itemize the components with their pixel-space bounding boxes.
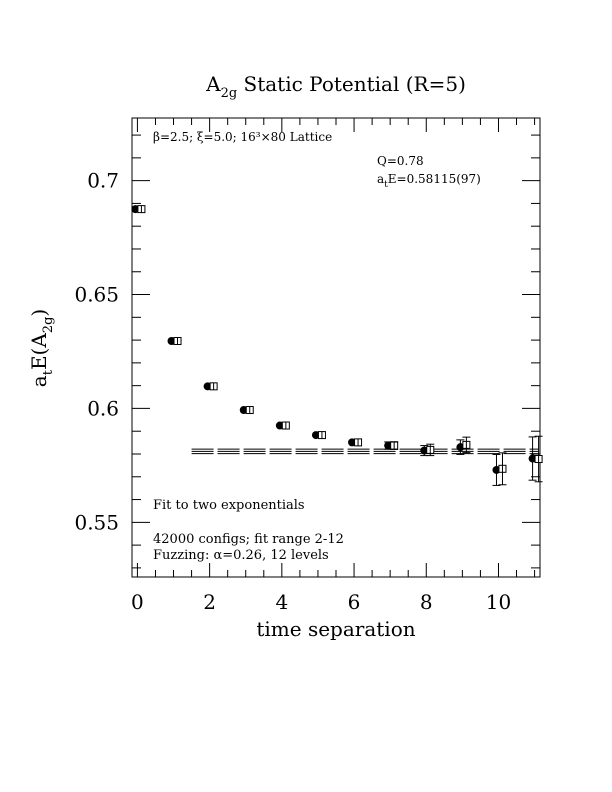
chart-title: A2g Static Potential (R=5) xyxy=(205,72,466,101)
y-tick-label: 0.65 xyxy=(74,283,119,307)
x-tick-label: 6 xyxy=(348,590,361,614)
fit-band xyxy=(191,448,539,455)
x-tick-labels: 0 2 4 6 8 10 xyxy=(131,590,511,614)
y-tick-label: 0.7 xyxy=(87,169,119,193)
configs-annotation: 42000 configs; fit range 2-12 xyxy=(153,532,344,547)
axis-ticks xyxy=(132,118,540,577)
y-axis-label: atE(A2g) xyxy=(27,309,56,387)
x-tick-label: 8 xyxy=(420,590,433,614)
y-tick-label: 0.6 xyxy=(87,396,119,420)
q-annotation: Q=0.78 xyxy=(377,154,424,168)
fuzzing-annotation: Fuzzing: α=0.26, 12 levels xyxy=(153,548,329,563)
x-tick-label: 4 xyxy=(275,590,288,614)
y-tick-labels: 0.55 0.6 0.65 0.7 xyxy=(74,169,119,535)
x-tick-label: 10 xyxy=(486,590,511,614)
x-tick-label: 0 xyxy=(131,590,144,614)
x-axis-label: time separation xyxy=(256,617,415,641)
x-tick-label: 2 xyxy=(203,590,216,614)
fit-description: Fit to two exponentials xyxy=(153,498,305,513)
data-points xyxy=(131,205,543,486)
y-tick-label: 0.55 xyxy=(74,510,119,534)
lattice-annotation: β=2.5; ξ=5.0; 16³×80 Lattice xyxy=(153,130,332,144)
energy-annotation: atE=0.58115(97) xyxy=(377,172,481,190)
